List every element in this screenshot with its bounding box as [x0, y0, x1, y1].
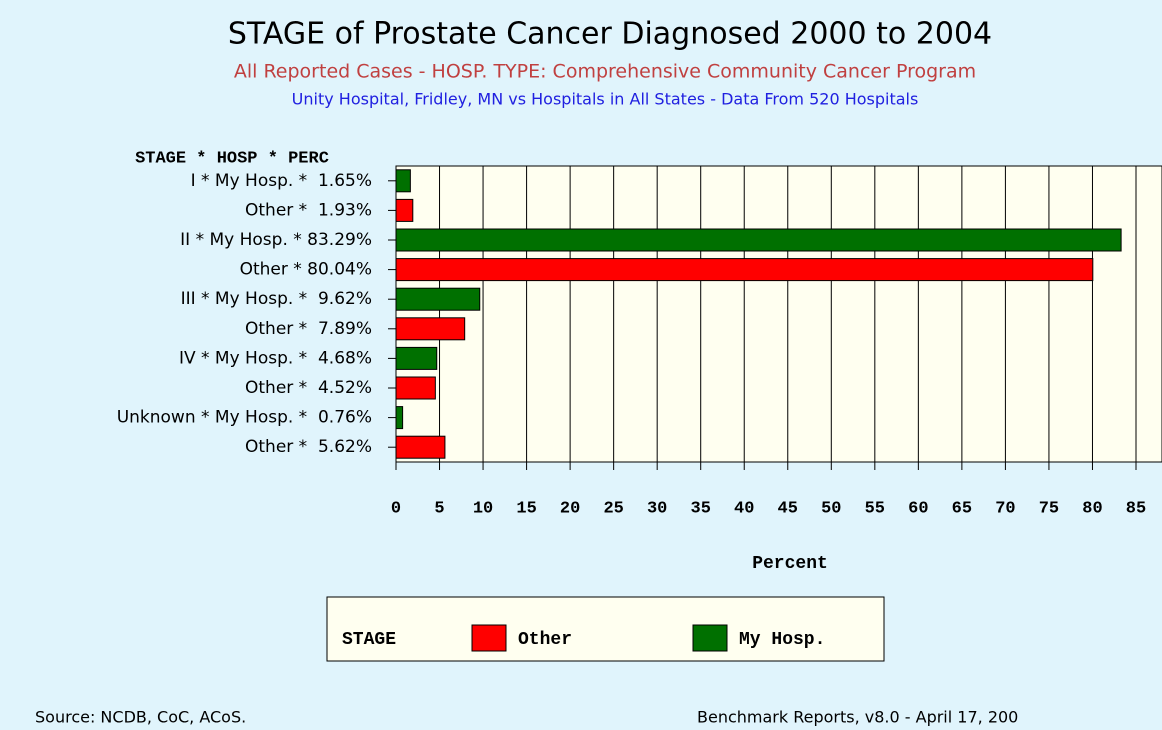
y-tick-label: Unknown * My Hosp. * 0.76% [117, 408, 372, 428]
chart-title: STAGE of Prostate Cancer Diagnosed 2000 … [228, 17, 992, 52]
x-tick-label: 80 [1082, 499, 1102, 518]
y-tick-label: Other * 80.04% [240, 260, 372, 280]
bar [395, 346, 438, 370]
bar [395, 198, 414, 222]
y-tick-label: III * My Hosp. * 9.62% [181, 289, 372, 309]
x-tick-label: 70 [995, 499, 1015, 518]
y-tick-label: Other * 1.93% [245, 200, 372, 220]
x-tick-label: 55 [865, 499, 885, 518]
x-tick-label: 60 [908, 499, 928, 518]
x-tick-label: 10 [473, 499, 493, 518]
bar [395, 258, 1094, 282]
subtitle: Unity Hospital, Fridley, MN vs Hospitals… [292, 90, 919, 109]
x-tick-label: 85 [1126, 499, 1146, 518]
bar [395, 228, 1122, 252]
x-tick-label: 65 [952, 499, 972, 518]
x-tick-label: 35 [691, 499, 711, 518]
bar [395, 169, 411, 193]
subtitle: All Reported Cases - HOSP. TYPE: Compreh… [234, 61, 976, 83]
legend-label: My Hosp. [739, 630, 825, 650]
x-tick-label: 20 [560, 499, 580, 518]
bar [395, 406, 404, 430]
y-tick-label: Other * 5.62% [245, 437, 372, 457]
plot-area [395, 165, 1162, 463]
x-tick-label: 40 [734, 499, 754, 518]
bar [395, 317, 466, 341]
x-axis-label: Percent [752, 554, 828, 574]
legend-label: Other [518, 630, 572, 650]
y-tick-label: Other * 7.89% [245, 319, 372, 339]
legend-box [326, 596, 885, 662]
bar [395, 435, 446, 459]
y-tick-label: I * My Hosp. * 1.65% [191, 171, 372, 191]
source: Source: NCDB, CoC, ACoS. [35, 708, 246, 727]
x-tick-label: 25 [603, 499, 623, 518]
x-tick-label: 45 [778, 499, 798, 518]
x-tick-label: 5 [434, 499, 444, 518]
legend-title: STAGE [342, 630, 396, 650]
y-tick-label: II * My Hosp. * 83.29% [180, 230, 372, 250]
credit: Benchmark Reports, v8.0 - April 17, 200 [697, 708, 1018, 727]
y-axis-label: STAGE * HOSP * PERC [135, 149, 329, 168]
x-tick-label: 0 [391, 499, 401, 518]
x-tick-label: 15 [516, 499, 536, 518]
x-tick-label: 75 [1039, 499, 1059, 518]
legend-swatch [692, 624, 728, 652]
legend-swatch [471, 624, 507, 652]
y-tick-label: Other * 4.52% [245, 378, 372, 398]
y-tick-label: IV * My Hosp. * 4.68% [179, 348, 372, 368]
x-tick-label: 50 [821, 499, 841, 518]
bar [395, 287, 481, 311]
x-tick-label: 30 [647, 499, 667, 518]
bar [395, 376, 436, 400]
